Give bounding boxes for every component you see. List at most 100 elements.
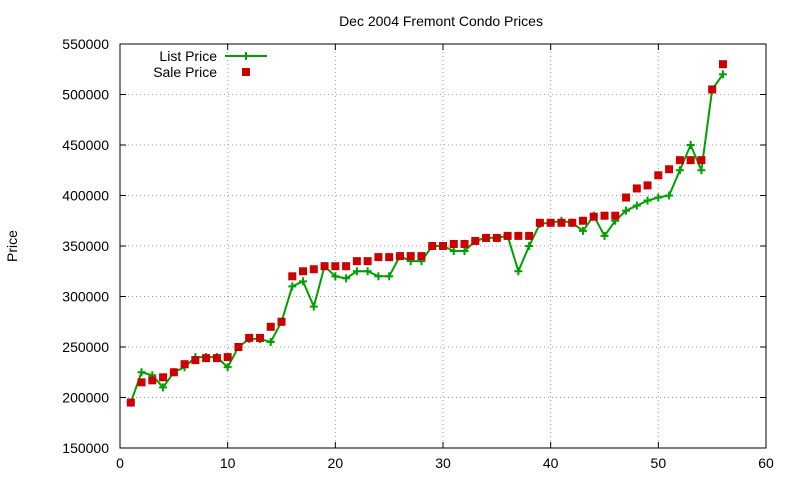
sale-price-point bbox=[363, 257, 372, 266]
sale-price-point bbox=[342, 262, 351, 271]
list-price-point bbox=[309, 302, 318, 311]
sale-price-point bbox=[460, 239, 469, 248]
list-price-point bbox=[632, 201, 641, 210]
sale-price-point bbox=[169, 368, 178, 377]
x-tick-label: 20 bbox=[328, 455, 344, 471]
list-price-point bbox=[578, 226, 587, 235]
list-price-point bbox=[223, 363, 232, 372]
list-price-point bbox=[718, 70, 727, 79]
sale-price-point bbox=[665, 165, 674, 174]
sale-price-point bbox=[557, 218, 566, 227]
sale-price-point bbox=[245, 333, 254, 342]
sale-price-point bbox=[137, 378, 146, 387]
y-tick-label: 350000 bbox=[62, 238, 109, 254]
list-price-point bbox=[514, 267, 523, 276]
list-price-point bbox=[342, 274, 351, 283]
list-price-point bbox=[654, 193, 663, 202]
sale-price-point bbox=[503, 231, 512, 240]
sale-price-point bbox=[611, 211, 620, 220]
sale-price-point bbox=[191, 356, 200, 365]
sale-price-point bbox=[568, 218, 577, 227]
list-price-point bbox=[331, 272, 340, 281]
legend-swatch-marker bbox=[242, 52, 250, 60]
legend-swatch-marker bbox=[242, 68, 250, 76]
y-tick-label: 400000 bbox=[62, 188, 109, 204]
sale-price-point bbox=[654, 171, 663, 180]
sale-price-point bbox=[697, 156, 706, 165]
axis-ticks: 0 10 20 30 40 50 60 150000 200000 250000 300000 350… bbox=[62, 36, 774, 471]
x-tick-label: 10 bbox=[220, 455, 236, 471]
sale-price-series bbox=[126, 60, 727, 407]
sale-price-point bbox=[708, 85, 717, 94]
sale-price-point bbox=[212, 354, 221, 363]
x-tick-label: 50 bbox=[651, 455, 667, 471]
y-tick-label: 300000 bbox=[62, 289, 109, 305]
list-price-point bbox=[299, 277, 308, 286]
sale-price-point bbox=[643, 181, 652, 190]
sale-price-point bbox=[482, 233, 491, 242]
sale-price-point bbox=[223, 353, 232, 362]
list-price-point bbox=[686, 141, 695, 149]
sale-price-point bbox=[385, 253, 394, 262]
sale-price-point bbox=[417, 252, 426, 261]
y-tick-label: 500000 bbox=[62, 87, 109, 103]
x-tick-label: 60 bbox=[758, 455, 774, 471]
y-tick-label: 250000 bbox=[62, 339, 109, 355]
sale-price-point bbox=[202, 354, 211, 363]
sale-price-point bbox=[406, 252, 415, 261]
sale-price-point bbox=[126, 398, 135, 407]
sale-price-point bbox=[578, 216, 587, 225]
y-tick-label: 550000 bbox=[62, 36, 109, 52]
sale-price-point bbox=[632, 184, 641, 193]
x-tick-label: 30 bbox=[435, 455, 451, 471]
list-price-point bbox=[374, 272, 383, 281]
legend-item-list-price: List Price bbox=[159, 48, 267, 64]
chart-title: Dec 2004 Fremont Condo Prices bbox=[339, 13, 543, 29]
list-price-point bbox=[697, 166, 706, 175]
sale-price-point bbox=[439, 242, 447, 250]
x-tick-label: 40 bbox=[543, 455, 559, 471]
sale-price-point bbox=[180, 360, 189, 369]
list-price-point bbox=[352, 267, 361, 276]
legend-label: Sale Price bbox=[153, 64, 217, 80]
sale-price-point bbox=[374, 253, 383, 262]
sale-price-point bbox=[277, 317, 286, 326]
list-price-point bbox=[449, 247, 458, 256]
list-price-point bbox=[460, 247, 469, 256]
sale-price-point bbox=[288, 272, 297, 281]
sale-price-point bbox=[535, 218, 544, 227]
sale-price-point bbox=[514, 231, 523, 240]
list-price-point bbox=[137, 368, 146, 377]
list-price-point bbox=[525, 242, 534, 250]
sale-price-point bbox=[600, 211, 609, 220]
list-price-point bbox=[675, 166, 684, 175]
y-axis-label: Price bbox=[4, 230, 20, 262]
x-tick-label: 0 bbox=[116, 455, 124, 471]
sale-price-point bbox=[718, 60, 727, 69]
sale-price-point bbox=[492, 233, 501, 242]
list-price-point bbox=[385, 272, 394, 281]
sale-price-point bbox=[266, 322, 275, 331]
legend-item-sale-price: Sale Price bbox=[153, 64, 250, 80]
list-price-point bbox=[600, 231, 609, 240]
sale-price-point bbox=[352, 257, 361, 266]
sale-price-point bbox=[449, 239, 458, 248]
list-price-point bbox=[643, 196, 652, 205]
sale-price-point bbox=[471, 236, 480, 245]
sale-price-point bbox=[686, 156, 695, 165]
sale-price-point bbox=[675, 156, 684, 165]
series-layer bbox=[126, 60, 727, 407]
sale-price-point bbox=[148, 376, 157, 385]
sale-price-point bbox=[546, 218, 555, 227]
sale-price-point bbox=[395, 252, 404, 261]
y-tick-label: 150000 bbox=[62, 440, 109, 456]
grid-lines bbox=[120, 44, 766, 448]
list-price-point bbox=[622, 206, 631, 215]
sale-price-point bbox=[299, 267, 308, 276]
sale-price-point bbox=[331, 262, 340, 271]
y-tick-label: 200000 bbox=[62, 390, 109, 406]
y-tick-label: 450000 bbox=[62, 137, 109, 153]
